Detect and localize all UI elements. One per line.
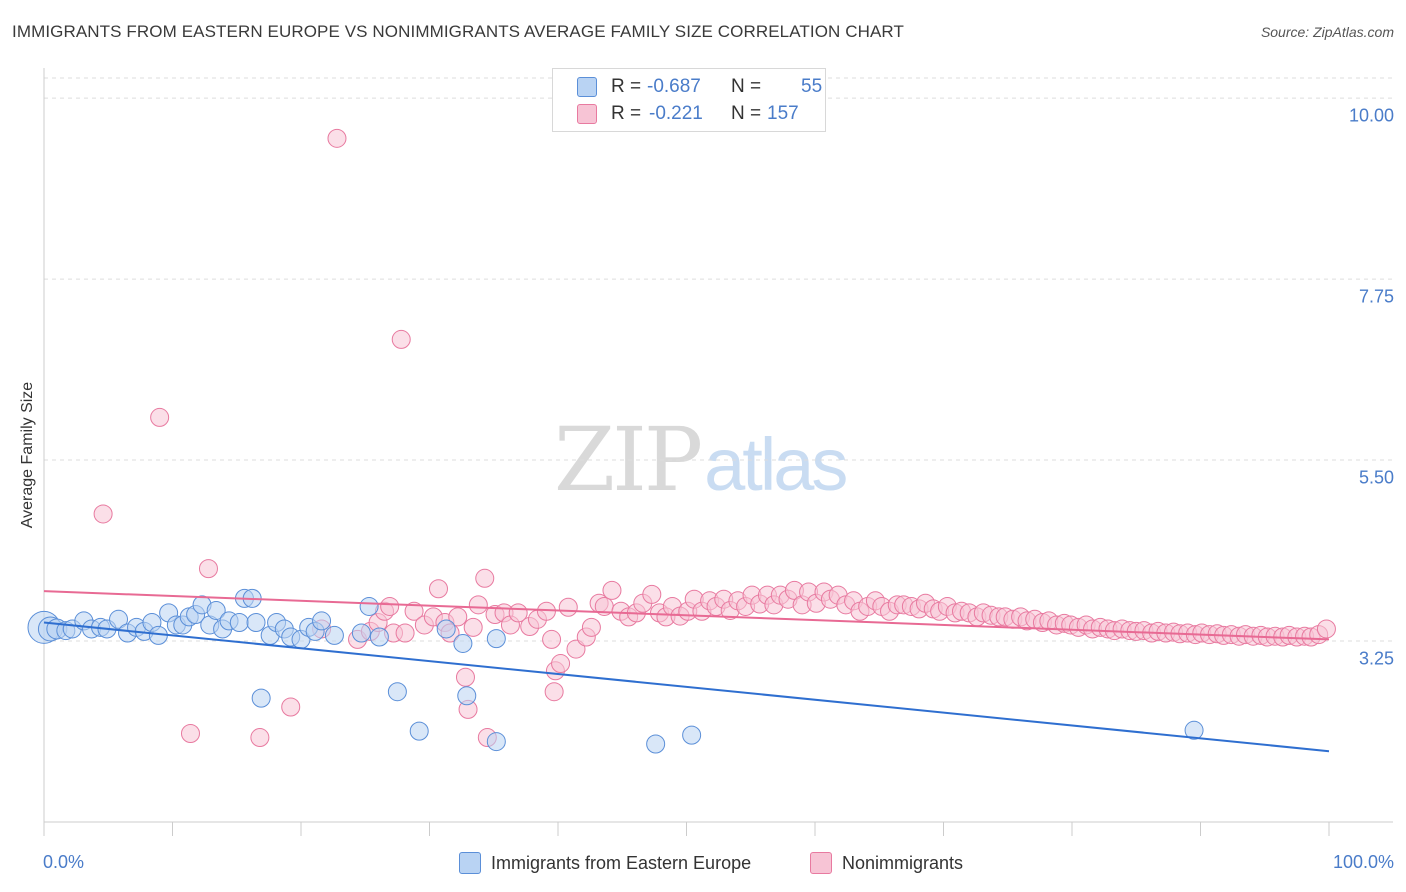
- nonimmigrant-point: [558, 597, 578, 617]
- watermark: ZIPatlas: [554, 408, 848, 511]
- immigrant-point: [646, 734, 666, 754]
- r-value: -0.221: [649, 102, 703, 124]
- stats-row-immigrants: R = -0.687 N = 55: [553, 73, 825, 100]
- immigrant-point: [312, 611, 332, 631]
- immigrant-point: [457, 686, 477, 706]
- nonimmigrants-points: [93, 128, 1336, 748]
- immigrant-point: [387, 682, 407, 702]
- immigrant-point: [251, 688, 271, 708]
- immigrant-point: [109, 609, 129, 629]
- y-tick-label: 10.00: [1348, 105, 1394, 126]
- n-value: 55: [801, 75, 823, 97]
- watermark-zip: ZIP: [554, 408, 703, 511]
- nonimmigrant-point: [428, 579, 448, 599]
- nonimmigrant-point: [463, 617, 483, 637]
- legend-item-nonimmigrants[interactable]: Nonimmigrants: [810, 852, 963, 874]
- immigrant-point: [453, 633, 473, 653]
- nonimmigrant-point: [380, 596, 400, 616]
- nonimmigrant-point: [198, 559, 218, 579]
- x-tick-label-min: 0.0%: [43, 852, 85, 872]
- nonimmigrant-point: [455, 667, 475, 687]
- nonimmigrant-point: [642, 584, 662, 604]
- r-label: R =: [611, 75, 642, 97]
- immigrant-point: [436, 619, 456, 639]
- immigrant-point: [359, 596, 379, 616]
- nonimmigrant-point: [581, 617, 601, 637]
- legend-label-immigrants: Immigrants from Eastern Europe: [491, 852, 752, 873]
- axes: [43, 68, 1393, 836]
- source-label: Source: ZipAtlas.com: [1260, 24, 1394, 40]
- blue-legend-swatch-icon: [459, 852, 481, 874]
- blue-swatch-icon: [577, 77, 597, 97]
- immigrant-point: [486, 629, 506, 649]
- nonimmigrant-point: [544, 682, 564, 702]
- nonimmigrant-point: [551, 654, 571, 674]
- immigrant-point: [1184, 720, 1204, 740]
- y-tick-label: 3.25: [1358, 648, 1394, 669]
- watermark-atlas: atlas: [704, 423, 848, 506]
- n-label: N =: [731, 102, 762, 124]
- nonimmigrant-point: [475, 568, 495, 588]
- nonimmigrant-point: [468, 595, 488, 615]
- nonimmigrant-point: [150, 407, 170, 427]
- nonimmigrants-trend-line: [43, 590, 1330, 641]
- nonimmigrant-point: [542, 629, 562, 649]
- nonimmigrant-point: [566, 639, 586, 659]
- chart-title: IMMIGRANTS FROM EASTERN EUROPE VS NONIMM…: [12, 22, 904, 41]
- immigrant-point: [486, 732, 506, 752]
- nonimmigrant-point: [180, 724, 200, 744]
- nonimmigrant-point: [395, 623, 415, 643]
- immigrant-point: [409, 721, 429, 741]
- nonimmigrant-point: [404, 601, 424, 621]
- nonimmigrant-point: [1316, 619, 1336, 639]
- immigrants-trend-line: [43, 621, 1330, 753]
- immigrant-point: [682, 725, 702, 745]
- immigrant-point: [229, 613, 249, 633]
- n-label: N =: [731, 75, 762, 97]
- gridlines: [44, 77, 1393, 642]
- y-tick-label: 5.50: [1358, 467, 1394, 488]
- pink-legend-swatch-icon: [810, 852, 832, 874]
- nonimmigrant-point: [448, 607, 468, 627]
- y-tick-label: 7.75: [1358, 286, 1394, 307]
- r-value: -0.687: [647, 75, 701, 97]
- x-tick-label-max: 100.0%: [1332, 852, 1394, 872]
- n-value: 157: [767, 102, 799, 124]
- nonimmigrant-point: [536, 601, 556, 621]
- stats-row-nonimmigrants: R = -0.221 N = 157: [553, 100, 825, 127]
- legend-item-immigrants[interactable]: Immigrants from Eastern Europe: [459, 852, 751, 874]
- pink-swatch-icon: [577, 104, 597, 124]
- nonimmigrant-point: [602, 580, 622, 600]
- trend-lines: [43, 590, 1330, 753]
- nonimmigrant-point: [281, 697, 301, 717]
- legend-label-nonimmigrants: Nonimmigrants: [842, 852, 964, 873]
- nonimmigrant-point: [250, 728, 270, 748]
- immigrant-point: [206, 600, 226, 620]
- nonimmigrant-point: [327, 128, 347, 148]
- correlation-stats-box: R = -0.687 N = 55 R = -0.221 N = 157: [552, 68, 826, 132]
- immigrant-point: [351, 623, 371, 643]
- r-label: R =: [611, 102, 642, 124]
- immigrant-point: [369, 627, 389, 647]
- nonimmigrant-point: [391, 329, 411, 349]
- immigrant-point: [324, 625, 344, 645]
- nonimmigrant-point: [93, 504, 113, 524]
- immigrant-point: [246, 613, 266, 633]
